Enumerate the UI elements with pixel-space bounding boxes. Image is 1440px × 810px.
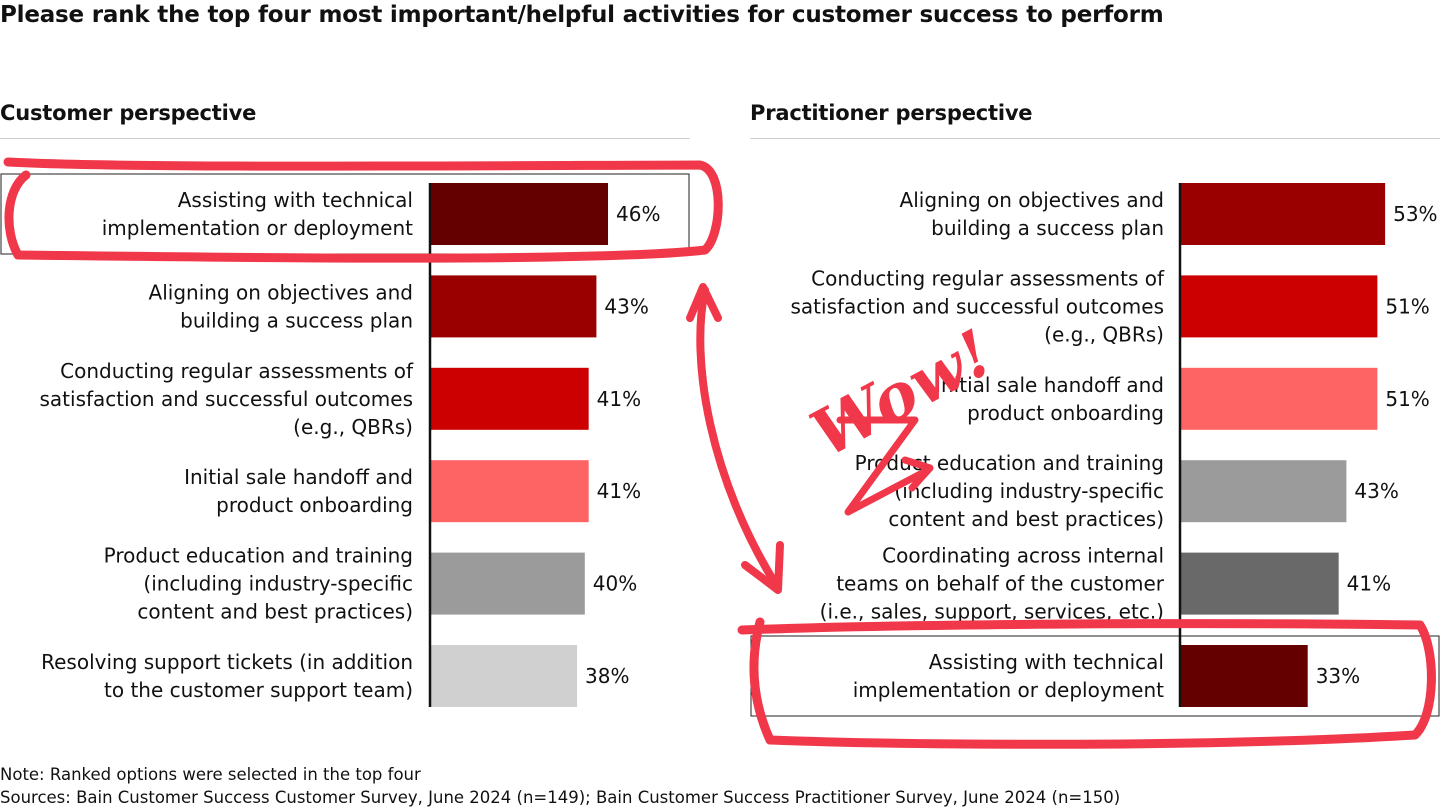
footer-sources: Sources: Bain Customer Success Customer … <box>0 788 1121 807</box>
bar <box>430 275 597 338</box>
data-label: 51% <box>1385 387 1429 411</box>
category-label: Assisting with technical implementation o… <box>102 188 413 240</box>
data-label: 38% <box>585 664 629 688</box>
footer-note: Note: Ranked options were selected in th… <box>0 765 421 784</box>
chart-title: Please rank the top four most important/… <box>0 2 1164 28</box>
category-label: Initial sale handoff and product onboardi… <box>935 373 1164 425</box>
data-label: 46% <box>616 202 660 226</box>
customer-panel-title: Customer perspective <box>0 101 257 125</box>
category-label: Resolving support tickets (in addition to… <box>41 650 413 702</box>
chart-panel-0: 46% Assisting with technical implementatio… <box>0 173 690 707</box>
bar <box>430 367 589 430</box>
category-label: Conducting regular assessments of satisfa… <box>40 359 414 439</box>
data-label: 41% <box>597 479 641 503</box>
data-label: 43% <box>604 294 648 318</box>
bar <box>1180 645 1308 707</box>
chart-panel-1: 53% Aligning on objectives and building a … <box>750 183 1440 717</box>
category-label: Initial sale handoff and product onboardi… <box>184 465 413 517</box>
bar <box>1180 183 1386 245</box>
category-label: Aligning on objectives and building a suc… <box>149 280 413 332</box>
practitioner-panel-rule <box>750 138 1440 139</box>
category-label: Conducting regular assessments of satisfa… <box>791 266 1165 346</box>
bar <box>430 552 585 615</box>
category-label: Assisting with technical implementation o… <box>853 650 1164 702</box>
bar <box>1180 275 1378 338</box>
customer-panel-rule <box>0 138 690 139</box>
data-label: 41% <box>1347 572 1391 596</box>
data-label: 53% <box>1393 202 1437 226</box>
data-label: 51% <box>1385 294 1429 318</box>
data-label: 43% <box>1354 479 1398 503</box>
bar <box>430 645 578 707</box>
category-label: Product education and training (including… <box>104 544 413 624</box>
bar <box>430 460 589 523</box>
bar <box>1180 552 1339 615</box>
bar <box>1180 460 1347 523</box>
data-label: 41% <box>597 387 641 411</box>
category-label: Aligning on objectives and building a suc… <box>900 188 1164 240</box>
data-label: 40% <box>593 572 637 596</box>
category-label: Product education and training (including… <box>855 451 1164 531</box>
practitioner-panel-title: Practitioner perspective <box>750 101 1033 125</box>
bar <box>430 183 609 245</box>
data-label: 33% <box>1316 664 1360 688</box>
category-label: Coordinating across internal teams on beh… <box>820 544 1165 624</box>
bar <box>1180 367 1378 430</box>
